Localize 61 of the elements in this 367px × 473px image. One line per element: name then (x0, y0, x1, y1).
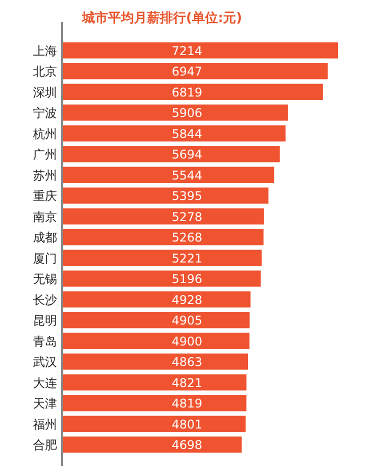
data-label: 6947 (172, 64, 202, 79)
data-label: 4801 (172, 417, 202, 432)
bar (63, 395, 246, 412)
chart-title: 城市平均月薪排行(单位:元) (81, 10, 242, 26)
y-tick-label: 成都 (33, 230, 57, 245)
data-label: 5278 (172, 210, 202, 224)
y-tick-label: 昆明 (33, 314, 57, 328)
data-label: 4863 (172, 355, 202, 370)
bar (63, 208, 264, 224)
data-label: 5395 (172, 189, 202, 204)
y-tick-label: 广州 (33, 148, 57, 162)
y-tick-label: 重庆 (33, 189, 57, 204)
y-tick-label: 天津 (33, 396, 57, 411)
y-tick-label: 上海 (33, 44, 57, 58)
data-label: 6819 (172, 85, 202, 100)
y-tick-label: 福州 (33, 417, 57, 432)
data-label: 5196 (172, 272, 202, 286)
y-tick-label: 杭州 (32, 126, 57, 141)
bar (63, 436, 242, 453)
y-tick-label: 深圳 (33, 85, 57, 100)
data-label: 4821 (172, 376, 202, 390)
data-label: 4928 (172, 292, 202, 307)
data-label: 4900 (172, 334, 202, 348)
data-label: 4698 (172, 438, 202, 452)
bar (63, 312, 250, 328)
y-tick-label: 大连 (33, 376, 57, 390)
bar (63, 104, 288, 121)
bar (63, 166, 274, 183)
y-tick-label: 苏州 (33, 168, 57, 182)
y-tick-label: 厦门 (33, 251, 57, 266)
bar (63, 146, 280, 162)
data-label: 5906 (172, 106, 202, 120)
data-label: 5221 (172, 251, 202, 266)
bar (63, 332, 250, 349)
y-tick-label: 宁波 (33, 106, 57, 120)
bar (63, 84, 323, 100)
data-label: 7214 (172, 44, 202, 58)
data-label: 5544 (172, 168, 202, 182)
bar (63, 63, 328, 80)
bar (63, 270, 261, 287)
y-tick-label: 北京 (33, 64, 57, 79)
bar (63, 416, 246, 432)
data-label: 5844 (172, 126, 202, 141)
y-tick-label: 南京 (33, 210, 57, 224)
y-tick-label: 无锡 (33, 272, 57, 286)
bar (63, 291, 251, 308)
data-label: 4905 (172, 314, 202, 328)
y-tick-label: 武汉 (33, 355, 57, 370)
bar (63, 188, 268, 204)
bar (63, 250, 262, 266)
bar (63, 354, 248, 370)
y-tick-label: 青岛 (33, 334, 57, 348)
data-label: 4819 (172, 396, 202, 411)
y-tick-label: 合肥 (33, 438, 57, 452)
bar (63, 42, 338, 58)
data-label: 5268 (172, 230, 202, 245)
bar (63, 125, 286, 142)
y-tick-label: 长沙 (33, 292, 57, 307)
bar (63, 374, 246, 390)
data-label: 5694 (172, 148, 202, 162)
bar (63, 229, 264, 246)
